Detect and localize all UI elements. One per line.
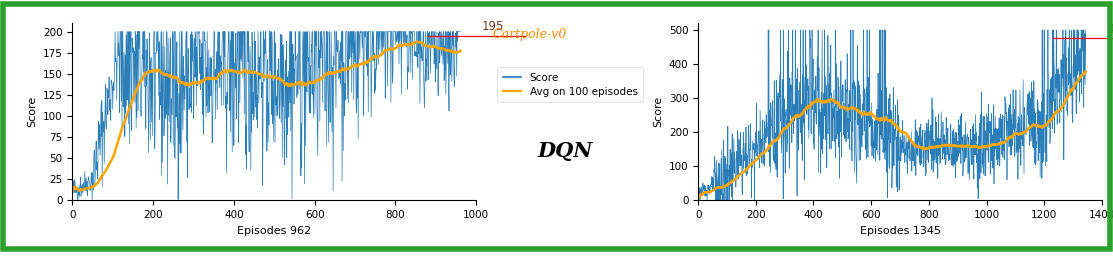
Avg on 100 episodes	[1061, 96, 1074, 99]
Avg on 100 episodes	[171, 77, 185, 80]
Score	[206, 141, 219, 144]
Score	[301, 37, 314, 40]
Avg on 100 episodes	[955, 144, 968, 148]
Score	[692, 199, 706, 202]
Avg on 100 episodes	[66, 189, 79, 192]
Line: Score: Score	[698, 30, 1085, 200]
Line: Avg on 100 episodes: Avg on 100 episodes	[72, 42, 461, 191]
Score	[955, 139, 968, 142]
Score	[337, 62, 351, 65]
Avg on 100 episodes	[336, 67, 349, 70]
Score	[1078, 29, 1092, 32]
Line: Score: Score	[72, 32, 461, 200]
Avg on 100 episodes	[301, 83, 314, 86]
Score	[66, 187, 79, 190]
Score	[750, 146, 764, 149]
Score	[1001, 130, 1014, 133]
Avg on 100 episodes	[1017, 131, 1031, 134]
Line: Avg on 100 episodes: Avg on 100 episodes	[698, 72, 1085, 200]
Avg on 100 episodes	[454, 49, 467, 52]
Score	[1061, 114, 1074, 117]
Text: DQN: DQN	[538, 141, 592, 161]
Text: Cartpole-v0: Cartpole-v0	[492, 29, 567, 41]
Avg on 100 episodes	[205, 76, 218, 79]
Score	[336, 30, 349, 33]
Score	[1018, 123, 1032, 126]
Y-axis label: Score: Score	[27, 96, 37, 127]
Score	[1068, 54, 1082, 57]
Score	[454, 30, 467, 33]
Text: 195: 195	[482, 20, 504, 33]
Score	[761, 29, 775, 32]
Avg on 100 episodes	[411, 40, 424, 43]
Text: 475: 475	[1107, 23, 1113, 36]
Score	[108, 30, 121, 33]
X-axis label: Episodes 962: Episodes 962	[237, 226, 312, 236]
Avg on 100 episodes	[66, 187, 79, 190]
X-axis label: Episodes 1345: Episodes 1345	[859, 226, 940, 236]
Avg on 100 episodes	[247, 70, 260, 74]
Score	[71, 198, 85, 201]
Y-axis label: Score: Score	[653, 96, 663, 127]
Avg on 100 episodes	[337, 68, 351, 71]
Avg on 100 episodes	[691, 198, 705, 201]
Score	[248, 30, 262, 33]
Avg on 100 episodes	[999, 138, 1013, 141]
Score	[171, 198, 185, 201]
Score	[691, 198, 705, 201]
Legend: Score, Avg on 100 episodes: Score, Avg on 100 episodes	[498, 67, 643, 102]
Avg on 100 episodes	[1068, 83, 1082, 86]
Avg on 100 episodes	[1078, 70, 1092, 74]
Avg on 100 episodes	[750, 158, 764, 161]
